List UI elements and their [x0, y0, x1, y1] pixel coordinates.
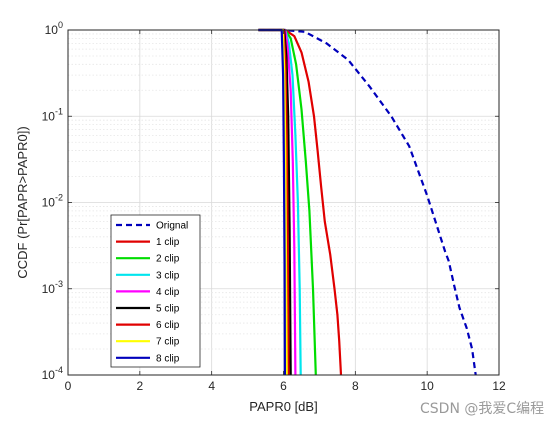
legend-label-5: 4 clip — [156, 287, 180, 298]
ticks: 0 2 4 6 8 10 12 100 10-1 10-2 10-3 10-4 — [42, 20, 506, 393]
x-tick-label: 6 — [280, 379, 287, 393]
x-tick-label: 2 — [136, 379, 143, 393]
x-tick-label: 0 — [65, 379, 72, 393]
legend-label-6: 5 clip — [156, 304, 180, 315]
series-line-1 — [258, 28, 477, 376]
legend-label-4: 3 clip — [156, 270, 180, 281]
y-axis-label: CCDF (Pr[PAPR>PAPR0]) — [15, 126, 30, 278]
legend: Orignal 1 clip 2 clip 3 clip 4 clip 5 clip 6 c… — [110, 214, 201, 368]
y-tick-label: 100 — [45, 20, 63, 37]
y-tick-label: 10-1 — [42, 106, 63, 123]
series-line-2 — [258, 28, 343, 376]
legend-label-8: 7 clip — [156, 337, 180, 348]
legend-label-9: 8 clip — [156, 353, 180, 364]
y-tick-label: 10-4 — [42, 365, 63, 382]
x-tick-label: 4 — [208, 379, 215, 393]
watermark: CSDN @我爱C编程 — [420, 401, 545, 417]
legend-label-1: Orignal — [156, 221, 188, 232]
x-tick-label: 10 — [420, 379, 434, 393]
x-tick-label: 8 — [352, 379, 359, 393]
x-axis-label: PAPR0 [dB] — [249, 399, 317, 414]
legend-label-3: 2 clip — [156, 254, 180, 265]
legend-label-2: 1 clip — [156, 237, 180, 248]
legend-label-7: 6 clip — [156, 320, 180, 331]
x-tick-label: 12 — [492, 379, 506, 393]
y-tick-label: 10-2 — [42, 193, 63, 210]
y-tick-label: 10-3 — [42, 279, 63, 296]
